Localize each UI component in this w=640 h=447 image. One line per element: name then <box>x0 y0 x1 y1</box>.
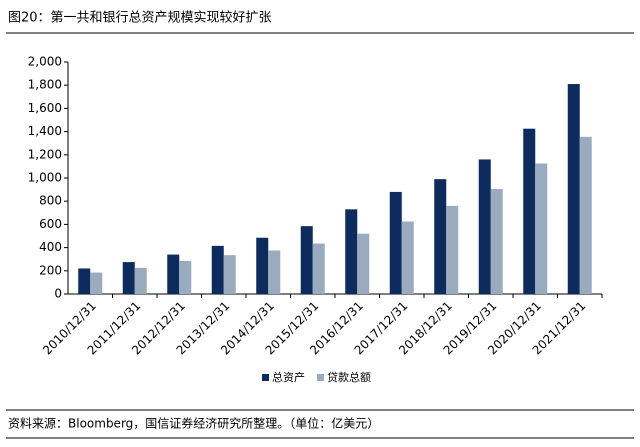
bar <box>312 243 325 294</box>
bar <box>389 191 402 294</box>
y-tick-label: 200 <box>39 263 62 277</box>
legend-label: 总资产 <box>272 370 305 384</box>
bar <box>256 237 269 294</box>
bar <box>179 260 192 294</box>
bar <box>90 272 103 294</box>
bar <box>490 189 503 294</box>
bar <box>122 262 135 294</box>
chart-title: 图20：第一共和银行总资产规模实现较好扩张 <box>8 11 272 26</box>
bar <box>478 159 491 294</box>
source: 资料来源：Bloomberg，国信证券经济研究所整理。（单位：亿美元） <box>8 416 379 431</box>
bar <box>535 163 548 294</box>
bar <box>134 267 147 294</box>
legend-swatch <box>317 374 324 381</box>
y-tick-label: 1,000 <box>28 171 62 185</box>
y-tick-label: 1,800 <box>28 78 62 92</box>
bar <box>223 255 236 294</box>
bar <box>211 245 224 294</box>
bar <box>434 179 447 294</box>
bar <box>523 128 536 294</box>
y-tick-label: 400 <box>39 240 62 254</box>
bar <box>300 226 313 294</box>
bar <box>446 205 459 294</box>
bar <box>567 84 580 294</box>
legend-swatch <box>262 374 269 381</box>
bar <box>401 221 414 294</box>
y-tick-label: 1,200 <box>28 147 62 161</box>
y-tick-label: 1,400 <box>28 124 62 138</box>
bar <box>357 233 370 294</box>
bar <box>345 209 358 294</box>
y-tick-label: 2,000 <box>28 55 62 69</box>
bar <box>78 268 91 294</box>
bar <box>579 136 592 294</box>
legend-label: 贷款总额 <box>327 370 371 384</box>
bar <box>167 254 180 294</box>
bar <box>268 250 281 294</box>
y-tick-label: 800 <box>39 194 62 208</box>
y-tick-label: 600 <box>39 217 62 231</box>
y-tick-label: 0 <box>54 287 62 301</box>
y-tick-label: 1,600 <box>28 101 62 115</box>
